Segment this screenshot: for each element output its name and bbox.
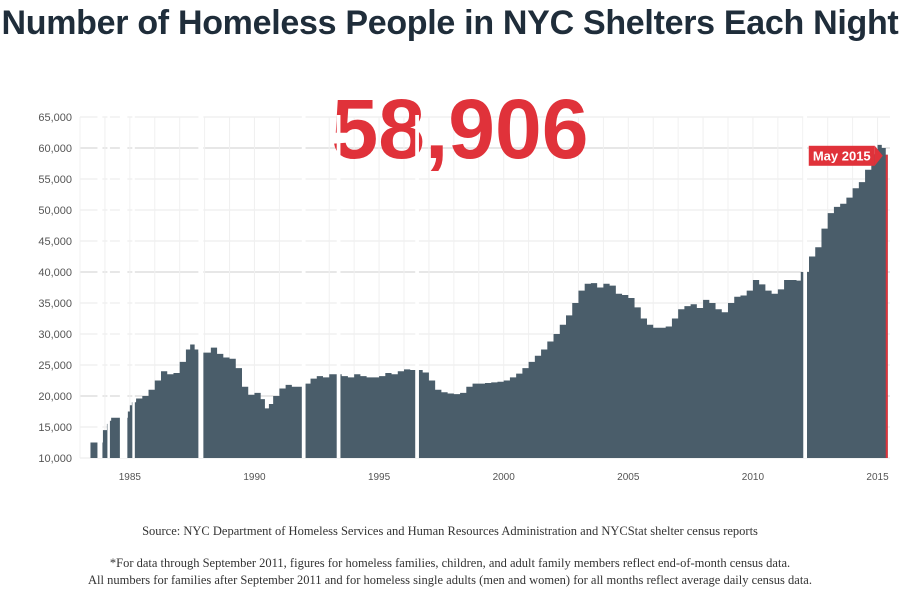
y-tick-label: 20,000 (38, 391, 72, 403)
chart-title: Number of Homeless People in NYC Shelter… (1, 4, 899, 42)
x-axis-tick-labels: 1985 1990 1995 2000 2005 2010 2015 (119, 472, 889, 483)
callout-badge (808, 145, 875, 166)
data-gap (415, 115, 419, 458)
x-tick-label: 1985 (119, 472, 142, 483)
callout-label: May 2015 (813, 148, 871, 163)
y-tick-label: 60,000 (38, 143, 72, 155)
data-gap (119, 115, 128, 458)
data-gap (132, 115, 135, 458)
y-tick-label: 65,000 (38, 112, 72, 124)
data-gap (301, 115, 306, 458)
y-tick-label: 25,000 (38, 360, 72, 372)
x-tick-label: 2015 (866, 472, 889, 483)
callout-pointer (874, 145, 883, 166)
y-tick-label: 15,000 (38, 422, 72, 434)
y-tick-label: 50,000 (38, 205, 72, 217)
y-tick-label: 55,000 (38, 174, 72, 186)
homeless-area-series (90, 144, 888, 458)
data-gaps (97, 115, 808, 458)
y-tick-label: 40,000 (38, 267, 72, 279)
big-number-value: 58,906 (332, 82, 589, 176)
y-axis-tick-labels: 10,000 15,000 20,000 25,000 30,000 35,000 40,0… (38, 112, 72, 465)
data-gap (803, 115, 808, 458)
footnote-line-2: All numbers for families after September… (88, 573, 812, 587)
x-tick-label: 2010 (742, 472, 765, 483)
data-gap (107, 115, 110, 458)
x-tick-label: 2005 (617, 472, 640, 483)
y-tick-label: 35,000 (38, 298, 72, 310)
y-tick-label: 10,000 (38, 453, 72, 465)
x-tick-label: 2000 (493, 472, 516, 483)
data-gap (97, 115, 103, 458)
source-note: Source: NYC Department of Homeless Servi… (142, 524, 758, 538)
y-tick-label: 30,000 (38, 329, 72, 341)
y-tick-label: 45,000 (38, 236, 72, 248)
footnote-line-1: *For data through September 2011, figure… (109, 556, 791, 570)
x-tick-label: 1990 (243, 472, 266, 483)
data-gap (336, 115, 341, 458)
x-tick-label: 1995 (368, 472, 391, 483)
data-gap (198, 115, 204, 458)
